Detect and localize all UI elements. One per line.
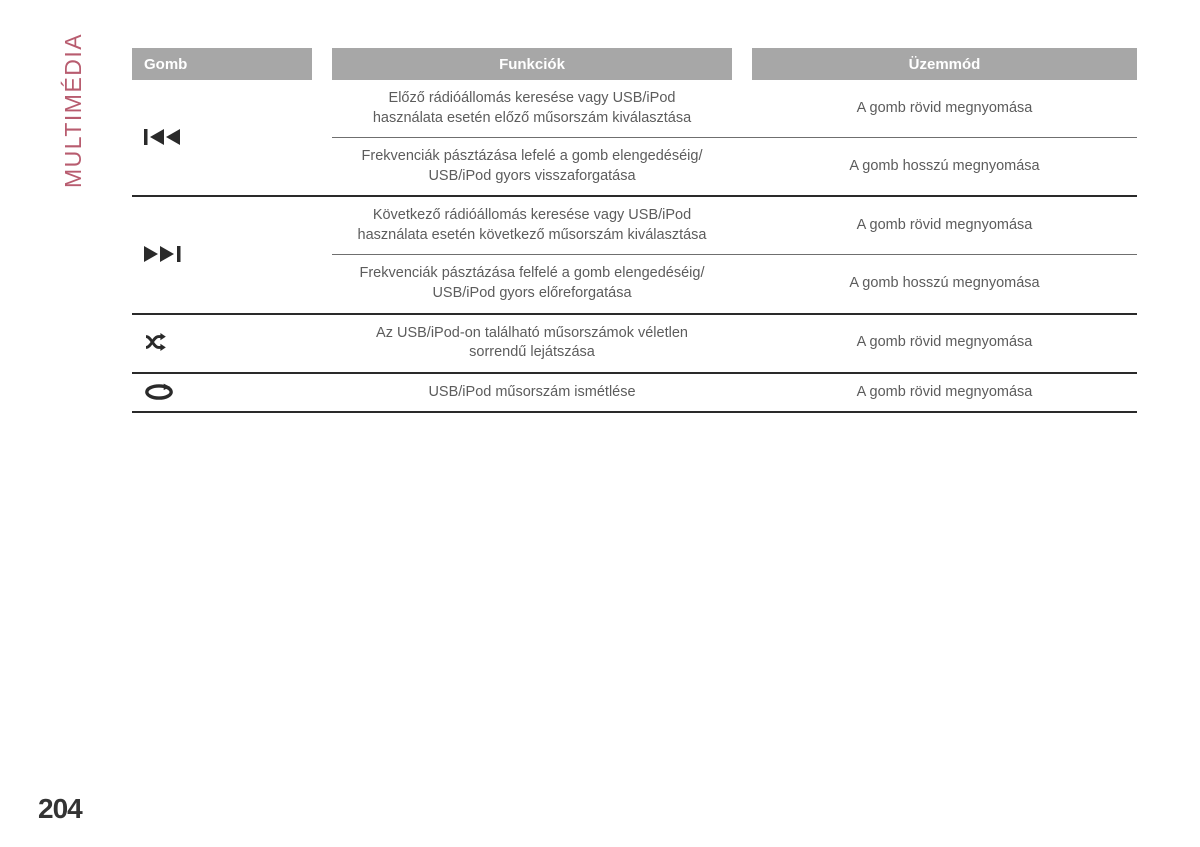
func-line1: Frekvenciák pásztázása lefelé a gomb ele… <box>362 148 703 164</box>
mode-text: A gomb hosszú megnyomása <box>752 255 1137 314</box>
func-line2: használata esetén következő műsorszám ki… <box>358 227 707 243</box>
function-text: USB/iPod műsorszám ismétlése <box>332 374 732 414</box>
mode-text: A gomb hosszú megnyomása <box>752 138 1137 197</box>
repeat-icon <box>132 374 312 414</box>
next-track-icon <box>132 197 312 314</box>
func-line1: Előző rádióállomás keresése vagy USB/iPo… <box>389 90 676 106</box>
previous-track-icon <box>132 80 312 197</box>
mode-text: A gomb rövid megnyomása <box>752 374 1137 414</box>
func-line1: Következő rádióállomás keresése vagy USB… <box>373 207 691 223</box>
function-text: Frekvenciák pásztázása lefelé a gomb ele… <box>332 138 732 197</box>
mode-text: A gomb rövid megnyomása <box>752 315 1137 374</box>
header-gomb: Gomb <box>132 48 312 80</box>
header-funkciok: Funkciók <box>332 48 732 80</box>
function-table: Gomb Funkciók Üzemmód Előző rádióállomás… <box>132 48 1137 413</box>
mode-text: A gomb rövid megnyomása <box>752 80 1137 138</box>
header-uzemmod: Üzemmód <box>752 48 1137 80</box>
func-line2: USB/iPod gyors visszaforgatása <box>428 168 635 184</box>
func-line2: használata esetén előző műsorszám kivála… <box>373 110 691 126</box>
section-label: MULTIMÉDIA <box>60 33 87 188</box>
function-text: Következő rádióállomás keresése vagy USB… <box>332 197 732 255</box>
func-line1: Az USB/iPod-on található műsorszámok vél… <box>376 325 688 341</box>
function-text: Frekvenciák pásztázása felfelé a gomb el… <box>332 255 732 314</box>
function-text: Előző rádióállomás keresése vagy USB/iPo… <box>332 80 732 138</box>
func-line1: Frekvenciák pásztázása felfelé a gomb el… <box>360 265 705 281</box>
function-text: Az USB/iPod-on található műsorszámok vél… <box>332 315 732 374</box>
mode-text: A gomb rövid megnyomása <box>752 197 1137 255</box>
shuffle-icon <box>132 315 312 374</box>
page-number: 204 <box>38 793 82 825</box>
func-line2: sorrendű lejátszása <box>469 344 595 360</box>
func-line2: USB/iPod gyors előreforgatása <box>432 285 631 301</box>
func-line1: USB/iPod műsorszám ismétlése <box>428 384 635 400</box>
